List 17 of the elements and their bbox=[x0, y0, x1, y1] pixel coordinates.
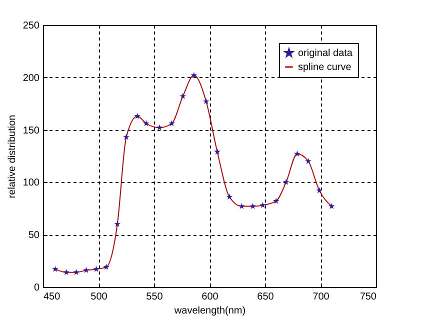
x-tick-label: 700 bbox=[312, 292, 330, 302]
x-tick-label: 600 bbox=[202, 292, 219, 302]
y-tick-label: 50 bbox=[28, 230, 40, 242]
y-tick-label: 0 bbox=[34, 282, 40, 294]
x-tick-label: 450 bbox=[44, 292, 61, 302]
x-tick-label: 650 bbox=[257, 292, 274, 302]
legend-label: spline curve bbox=[298, 62, 352, 73]
x-axis-title: wavelength(nm) bbox=[173, 306, 246, 316]
legend-label: original data bbox=[298, 48, 353, 59]
x-tick-label: 750 bbox=[360, 292, 377, 302]
y-tick-label: 250 bbox=[22, 20, 40, 32]
x-tick-label: 500 bbox=[90, 292, 108, 302]
x-tick-label: 550 bbox=[146, 292, 164, 302]
y-tick-label: 100 bbox=[22, 178, 40, 189]
y-tick-label: 200 bbox=[22, 72, 40, 84]
y-tick-label: 150 bbox=[22, 125, 40, 136]
y-axis-title: relative distribution bbox=[6, 114, 18, 198]
